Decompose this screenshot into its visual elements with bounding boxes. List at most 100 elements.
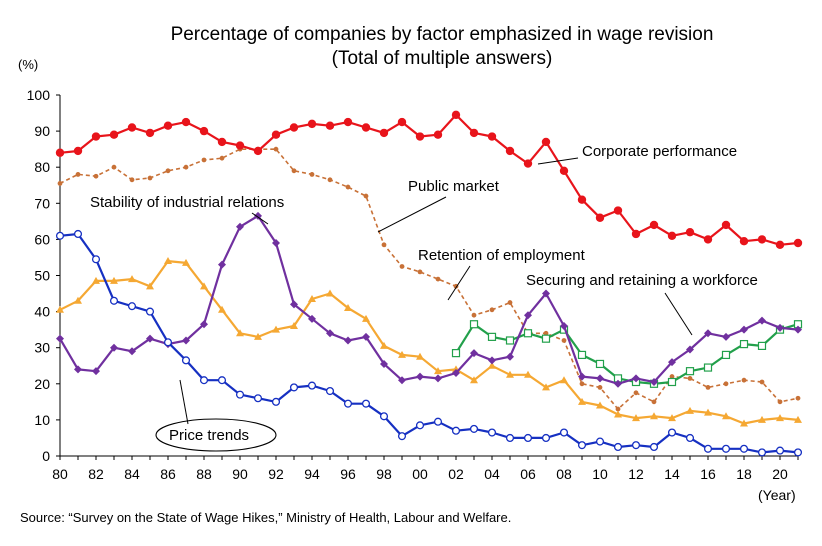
data-point — [92, 367, 100, 376]
data-point — [308, 294, 316, 302]
data-point — [146, 334, 154, 343]
data-point — [650, 412, 658, 420]
data-point — [218, 260, 226, 269]
data-point — [326, 329, 334, 338]
data-point — [236, 329, 244, 337]
data-point — [561, 338, 567, 343]
data-point — [57, 181, 63, 186]
data-point — [703, 363, 713, 372]
data-point — [398, 376, 406, 385]
data-point — [469, 128, 479, 138]
series-corporate-performance — [55, 110, 803, 250]
series-securing-and-retaining-a-workforce — [451, 320, 803, 388]
data-point — [397, 432, 407, 441]
data-point — [200, 282, 208, 290]
x-axis-unit: (Year) — [758, 487, 796, 503]
data-point — [651, 399, 657, 405]
data-point — [507, 300, 513, 305]
data-point — [308, 314, 316, 323]
data-point — [326, 289, 334, 297]
data-point — [577, 441, 587, 450]
data-point — [543, 330, 549, 336]
data-point — [289, 383, 299, 392]
data-point — [687, 375, 693, 381]
data-point — [794, 415, 802, 423]
data-point — [597, 385, 603, 390]
x-tick-label: 84 — [124, 466, 140, 482]
data-point — [272, 325, 280, 333]
data-point — [415, 132, 425, 141]
data-point — [55, 231, 65, 240]
x-tick-label: 02 — [448, 466, 464, 482]
data-point — [127, 123, 137, 132]
data-point — [722, 332, 730, 341]
data-point — [217, 376, 227, 385]
data-point — [379, 128, 389, 138]
data-point — [433, 417, 443, 426]
data-point — [759, 379, 765, 385]
data-point — [416, 372, 424, 381]
data-point — [110, 276, 118, 284]
data-point — [469, 424, 479, 433]
data-point — [111, 164, 117, 170]
data-point — [506, 370, 514, 378]
data-point — [776, 414, 784, 422]
data-point — [667, 231, 677, 240]
data-point — [650, 377, 658, 386]
data-point — [362, 332, 370, 341]
data-point — [542, 289, 550, 298]
data-point — [271, 130, 281, 139]
data-point — [579, 381, 585, 387]
y-tick-label: 80 — [34, 159, 50, 175]
data-point — [667, 428, 677, 437]
data-point — [542, 383, 550, 391]
source-note: Source: “Survey on the State of Wage Hik… — [20, 510, 511, 525]
data-point — [704, 329, 712, 338]
data-point — [775, 446, 785, 455]
data-point — [523, 159, 533, 168]
data-point — [381, 242, 387, 248]
data-point — [163, 338, 173, 347]
data-point — [128, 347, 136, 356]
data-point — [128, 275, 136, 283]
data-point — [649, 442, 659, 452]
x-tick-label: 88 — [196, 466, 212, 482]
annotation-leader — [537, 157, 579, 165]
data-point — [145, 128, 155, 138]
data-point — [469, 320, 479, 329]
data-point — [631, 441, 641, 450]
data-point — [632, 374, 640, 383]
data-point — [523, 329, 533, 338]
data-point — [596, 401, 604, 409]
data-point — [739, 444, 749, 453]
data-point — [253, 146, 263, 156]
data-point — [109, 130, 119, 139]
data-point — [325, 121, 335, 130]
data-point — [667, 377, 677, 387]
data-point — [289, 123, 299, 132]
data-point — [506, 352, 514, 361]
data-point — [615, 406, 621, 412]
data-point — [721, 220, 731, 230]
data-point — [361, 123, 371, 132]
data-point — [705, 385, 711, 390]
data-point — [181, 356, 191, 365]
data-point — [344, 336, 352, 345]
data-point — [757, 448, 767, 457]
data-point — [596, 374, 604, 383]
data-point — [488, 361, 496, 369]
series-public-market — [57, 146, 801, 412]
x-tick-label: 18 — [736, 466, 752, 482]
y-tick-label: 70 — [34, 195, 50, 211]
data-point — [290, 300, 298, 309]
data-point — [415, 421, 425, 430]
x-tick-label: 92 — [268, 466, 284, 482]
data-point — [487, 332, 497, 341]
data-point — [273, 146, 279, 152]
y-tick-label: 90 — [34, 123, 50, 139]
data-point — [470, 349, 478, 358]
data-point — [795, 395, 801, 401]
data-point — [307, 381, 317, 390]
data-point — [578, 372, 586, 381]
data-point — [307, 119, 317, 129]
